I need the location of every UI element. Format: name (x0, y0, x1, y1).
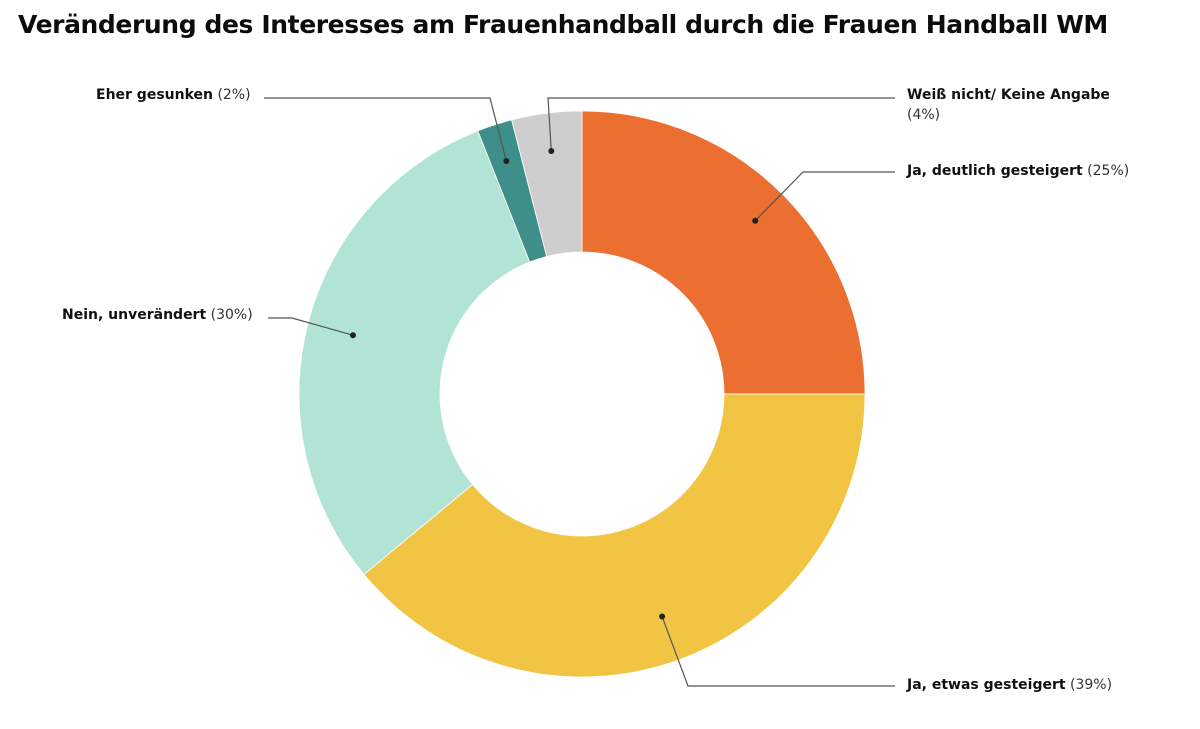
anchor-dot (349, 332, 356, 339)
leader-line (754, 171, 895, 222)
leader-line (661, 616, 895, 687)
slice-label: Weiß nicht/ Keine Angabe (4%) (907, 85, 1110, 125)
donut-slice (363, 393, 866, 678)
slice-label-percent: (4%) (907, 107, 941, 123)
anchor-dot (503, 158, 510, 165)
slice-label-percent: (2%) (217, 87, 251, 103)
leader-line (268, 317, 354, 336)
slice-label: Nein, unverändert (30%) (62, 305, 253, 325)
slice-label-text: Ja, deutlich gesteigert (907, 163, 1083, 179)
chart-title: Veränderung des Interesses am Frauenhand… (18, 10, 1108, 39)
slice-label-text: Ja, etwas gesteigert (907, 677, 1066, 693)
leader-line (547, 97, 895, 152)
donut-slice (298, 130, 531, 575)
slice-label-text: Weiß nicht/ Keine Angabe (907, 87, 1110, 103)
leader-line (264, 97, 507, 162)
slice-label: Ja, etwas gesteigert (39%) (907, 675, 1112, 695)
anchor-dot (752, 217, 759, 224)
slice-label: Ja, deutlich gesteigert (25%) (907, 161, 1129, 181)
donut-slice (511, 110, 583, 257)
donut-slice (581, 110, 866, 395)
slice-label-text: Eher gesunken (96, 87, 213, 103)
slice-label: Eher gesunken (2%) (96, 85, 251, 105)
anchor-dot (548, 148, 555, 155)
slice-label-percent: (30%) (210, 307, 253, 323)
anchor-dot (659, 613, 666, 620)
slice-label-text: Nein, unverändert (62, 307, 207, 323)
slice-label-percent: (25%) (1087, 163, 1130, 179)
slice-label-percent: (39%) (1070, 677, 1113, 693)
